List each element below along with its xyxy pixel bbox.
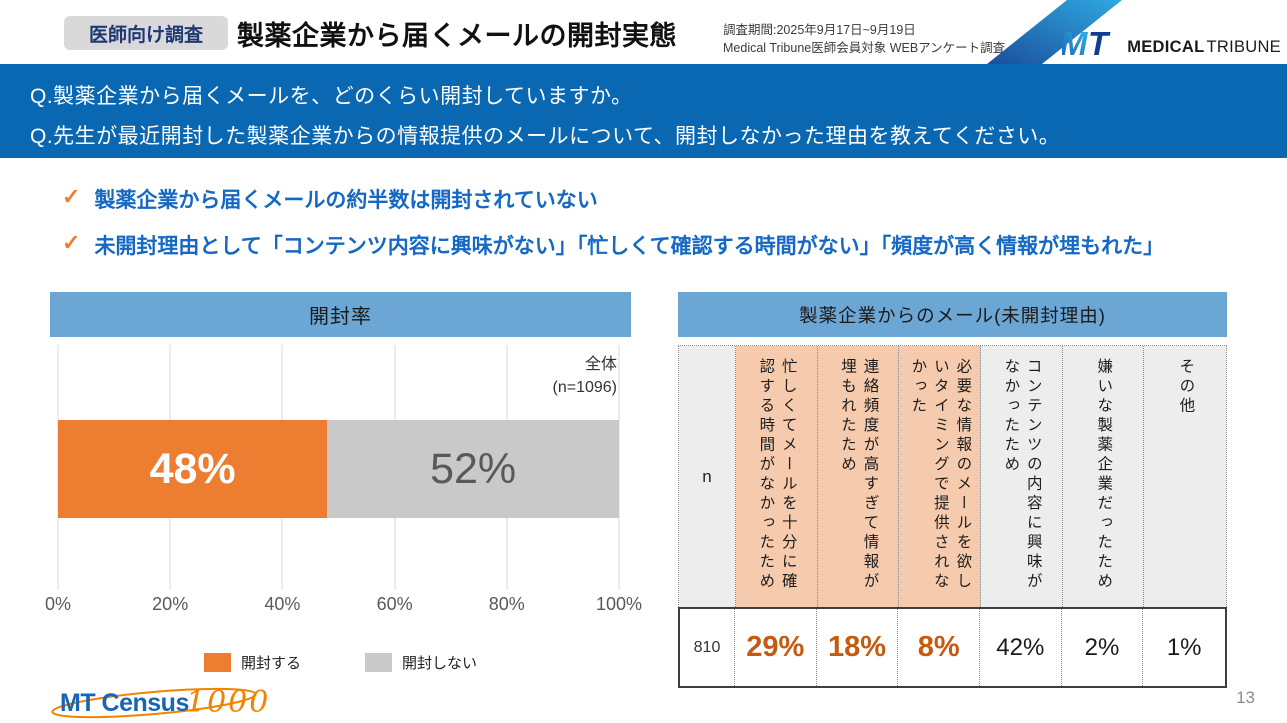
logo-tribune: TRIBUNE xyxy=(1206,38,1281,56)
x-tick: 0% xyxy=(44,594,72,614)
cell-n-value: 810 xyxy=(680,609,735,686)
col-header-1: 忙しくてメールを十分に確認する時間がなかったため xyxy=(736,346,818,607)
x-tick: 100% xyxy=(595,594,643,614)
census-1000: 1000 xyxy=(186,685,271,720)
cell-value-2: 18% xyxy=(817,609,899,686)
col-header-n: n xyxy=(679,346,736,607)
survey-info: 調査期間:2025年9月17日~9月19日 Medical Tribune医師会… xyxy=(723,21,1005,57)
legend-item-open: 開封する xyxy=(203,652,301,673)
cell-value-4: 42% xyxy=(980,609,1062,686)
x-tick: 60% xyxy=(376,594,413,614)
legend-swatch-open xyxy=(203,653,231,672)
legend-swatch-unopened xyxy=(365,653,392,672)
col-header-3-label: 必要な情報のメールを欲しいタイミングで提供されなかった xyxy=(909,358,972,592)
col-header-5-label: 嫌いな製薬企業だったため xyxy=(1095,358,1113,592)
chart-title: 開封率 xyxy=(50,292,631,337)
mt-mark-icon: M T xyxy=(1062,28,1111,60)
x-tick: 20% xyxy=(152,594,189,614)
x-tick: 80% xyxy=(488,594,525,614)
survey-period: 調査期間:2025年9月17日~9月19日 xyxy=(723,23,916,37)
legend-label-unopened: 開封しない xyxy=(402,655,478,672)
census-wordmark: MT Census xyxy=(60,689,189,717)
unopened-reason-table-panel: 製薬企業からのメール(未開封理由) n 忙しくてメールを十分に確認する時間がなか… xyxy=(678,292,1227,688)
col-header-6-label: その他 xyxy=(1177,358,1195,417)
col-header-5: 嫌いな製薬企業だったため xyxy=(1062,346,1145,607)
col-header-4-label: コンテンツの内容に興味がなかったため xyxy=(1002,358,1042,592)
diagonal-stripe xyxy=(987,0,1122,64)
mt-census-logo: MT Census 1000 xyxy=(46,684,268,722)
page-title: 製薬企業から届くメールの開封実態 xyxy=(237,21,677,51)
survey-method: Medical Tribune医師会員対象 WEBアンケート調査 xyxy=(723,41,1006,56)
takeaway-1: ✓ 製薬企業から届くメールの約半数は開封されていない xyxy=(62,184,598,214)
svg-text:M: M xyxy=(1062,28,1089,60)
bar-value-unopened: 52% xyxy=(430,444,517,493)
table-title: 製薬企業からのメール(未開封理由) xyxy=(678,292,1227,337)
chart-plot-area: 全体 (n=1096) 48% 52% xyxy=(57,345,620,590)
chart-legend: 開封する 開封しない xyxy=(50,652,631,673)
cell-value-5: 2% xyxy=(1062,609,1144,686)
legend-item-unopened: 開封しない xyxy=(365,652,477,673)
x-tick: 40% xyxy=(264,594,301,614)
cell-value-1: 29% xyxy=(735,609,817,686)
cell-value-6: 1% xyxy=(1166,633,1202,661)
svg-text:T: T xyxy=(1088,28,1111,60)
col-header-6: その他 xyxy=(1144,346,1226,607)
col-header-2: 連絡頻度が高すぎて情報が埋もれたため xyxy=(817,346,900,607)
stacked-bar: 48% 52% xyxy=(58,420,619,518)
question-2: Q.先生が最近開封した製薬企業からの情報提供のメールについて、開封しなかった理由… xyxy=(30,125,1061,148)
takeaway-2: ✓ 未開封理由として「コンテンツ内容に興味がない」「忙しくて確認する時間がない」… xyxy=(62,230,1164,260)
cell-value-3: 8% xyxy=(898,609,980,686)
survey-type-badge-label: 医師向け調査 xyxy=(88,24,203,46)
bar-segment-unopened: 52% xyxy=(327,420,619,518)
open-rate-chart-panel: 開封率 全体 (n=1096) 48% 52% 0% 20% xyxy=(45,292,642,673)
survey-type-badge: 医師向け調査 xyxy=(64,16,228,50)
table-data-row: 810 29% 18% 8% 42% 2% 1% xyxy=(678,607,1227,688)
table-header-row: n 忙しくてメールを十分に確認する時間がなかったため 連絡頻度が高すぎて情報が埋… xyxy=(678,345,1227,607)
group-label-name: 全体 xyxy=(584,356,617,373)
col-header-2-label: 連絡頻度が高すぎて情報が埋もれたため xyxy=(838,358,879,592)
bar-value-open: 48% xyxy=(149,444,236,493)
legend-label-open: 開封する xyxy=(240,655,301,672)
group-label-n: (n=1096) xyxy=(552,379,618,397)
takeaway-2-text: 未開封理由として「コンテンツ内容に興味がない」「忙しくて確認する時間がない」「頻… xyxy=(94,235,1165,258)
question-banner: Q.製薬企業から届くメールを、どのくらい開封していますか。 Q.先生が最近開封し… xyxy=(0,64,1287,158)
group-label: 全体 (n=1096) xyxy=(553,353,618,399)
check-icon: ✓ xyxy=(62,230,81,255)
gridline xyxy=(618,345,620,590)
page-number: 13 xyxy=(1236,688,1255,707)
logo-wordmark: MEDICAL TRIBUNE xyxy=(1127,38,1281,60)
col-header-1-label: 忙しくてメールを十分に確認する時間がなかったため xyxy=(757,358,797,592)
medical-tribune-logo: M T MEDICAL TRIBUNE xyxy=(1062,28,1281,60)
question-1: Q.製薬企業から届くメールを、どのくらい開封していますか。 xyxy=(30,85,633,108)
col-header-3: 必要な情報のメールを欲しいタイミングで提供されなかった xyxy=(899,346,981,607)
takeaway-1-text: 製薬企業から届くメールの約半数は開封されていない xyxy=(94,189,598,212)
x-axis: 0% 20% 40% 60% 80% 100% xyxy=(45,594,642,618)
census-swoosh-icon xyxy=(51,687,257,719)
check-icon: ✓ xyxy=(62,184,81,209)
col-header-4: コンテンツの内容に興味がなかったため xyxy=(980,346,1063,607)
logo-medical: MEDICAL xyxy=(1127,38,1205,56)
bar-segment-open: 48% xyxy=(58,420,328,518)
